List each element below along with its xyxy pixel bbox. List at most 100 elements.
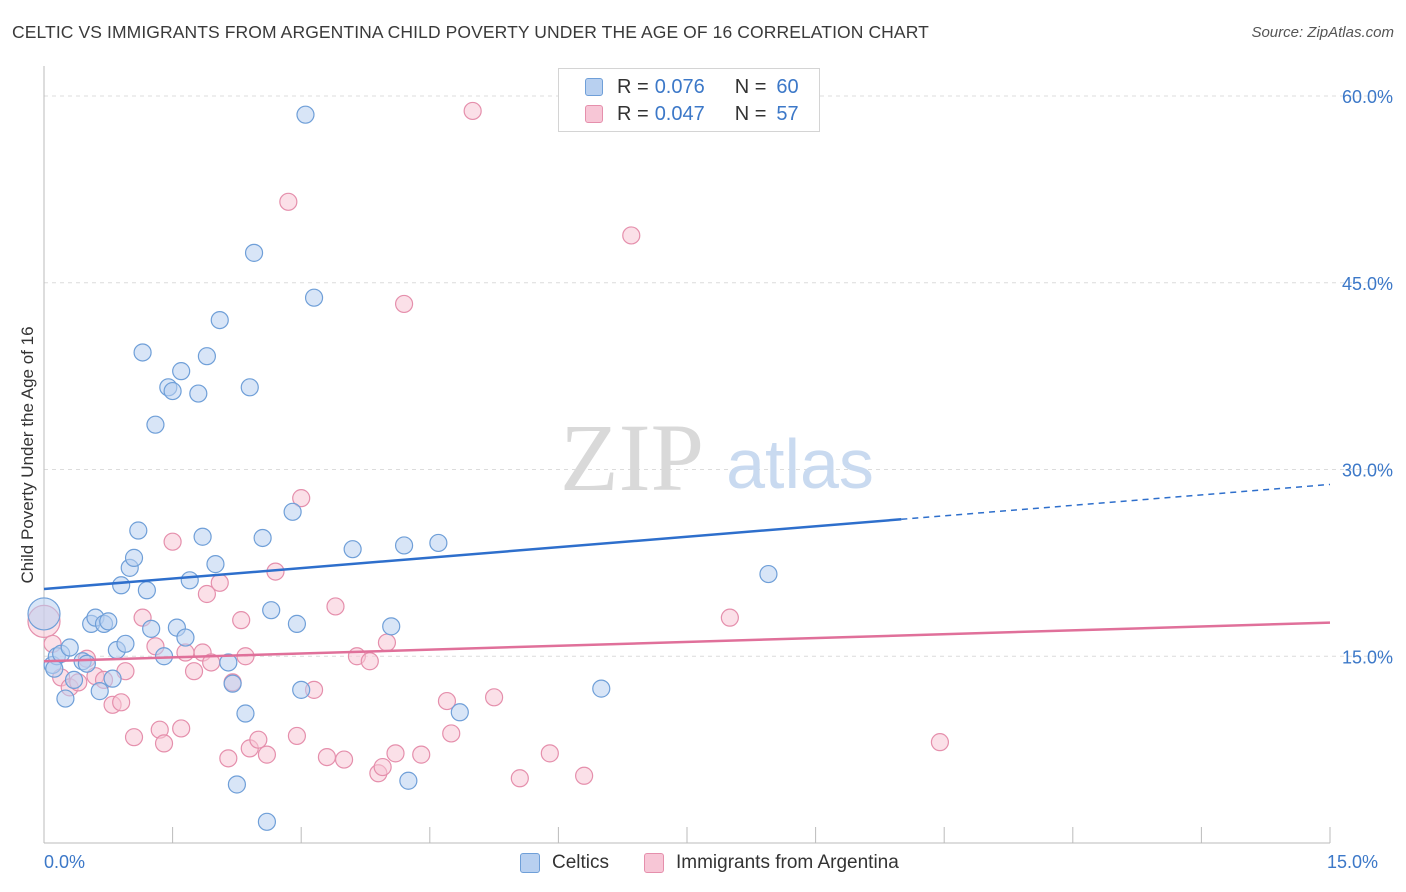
legend-swatch-argentina [585, 105, 603, 123]
celtics-point [343, 540, 362, 559]
celtics-point [137, 581, 156, 600]
celtics-point [759, 564, 778, 584]
argentina-point [442, 724, 461, 743]
celtics-point [592, 679, 611, 698]
celtics-point [236, 704, 255, 723]
celtics-point [124, 548, 144, 567]
argentina-point [210, 573, 229, 592]
y-tick-label: 45.0% [1342, 274, 1393, 294]
celtics-point [429, 533, 448, 553]
argentina-point [360, 652, 379, 671]
series-swatch-celtics [520, 853, 540, 873]
argentina-point [485, 688, 504, 707]
chart-source: Source: ZipAtlas.com [1251, 24, 1394, 41]
celtics-point [77, 654, 96, 673]
celtics-point [133, 343, 152, 362]
celtics-point [240, 378, 259, 397]
trend-layer [43, 483, 1331, 663]
celtics-point [287, 614, 307, 633]
legend-n-value: 60 [776, 75, 799, 98]
celtics-point [99, 612, 118, 631]
celtics-point [176, 628, 195, 647]
argentina-point [232, 611, 251, 630]
celtics-point [244, 243, 264, 262]
celtics-point [296, 105, 315, 124]
argentina-point [317, 747, 337, 767]
argentina-point [172, 719, 191, 738]
argentina-point [622, 226, 641, 245]
celtics-point [180, 571, 199, 590]
series-label-celtics: Celtics [552, 852, 610, 873]
points-layer [27, 101, 950, 831]
celtics-point [56, 689, 75, 708]
argentina-point [112, 693, 131, 712]
watermark: ZIP atlas [560, 404, 874, 511]
axis-layer [43, 66, 1331, 844]
series-swatch-argentina [644, 853, 664, 873]
celtics-point [262, 601, 281, 620]
celtics-point [450, 703, 469, 722]
series-legend: Celtics Immigrants from Argentina [0, 852, 1406, 878]
celtics-point [227, 775, 246, 794]
argentina-point [377, 633, 397, 652]
celtics-point [257, 812, 277, 831]
legend-row-argentina: R = 0.047 N = 57 [585, 102, 799, 126]
argentina-point [184, 662, 204, 681]
series-legend-argentina[interactable]: Immigrants from Argentina [644, 852, 899, 874]
celtics-point [193, 527, 212, 546]
argentina-point [412, 745, 431, 764]
series-legend-celtics[interactable]: Celtics [520, 852, 609, 874]
celtics-point [45, 659, 64, 678]
watermark-zip: ZIP [560, 404, 704, 511]
celtics-point [253, 528, 272, 548]
y-tick-label: 60.0% [1342, 87, 1393, 107]
celtics-point [163, 381, 182, 401]
celtics-point [206, 555, 225, 574]
argentina-point [510, 769, 529, 788]
argentina-point [334, 750, 354, 769]
legend-row-celtics: R = 0.076 N = 60 [585, 75, 799, 99]
watermark-atlas: atlas [726, 425, 874, 503]
celtics-point [142, 619, 161, 638]
argentina-point [394, 294, 414, 314]
argentina-point [163, 532, 182, 551]
series-label-argentina: Immigrants from Argentina [676, 852, 899, 873]
x-tick-label-max: 15.0% [1327, 852, 1379, 872]
argentina-point [437, 691, 457, 711]
legend-n-value: 57 [776, 102, 799, 125]
celtics-point [382, 617, 401, 636]
celtics-point [394, 536, 414, 555]
celtics-point [197, 347, 216, 366]
chart-title: CELTIC VS IMMIGRANTS FROM ARGENTINA CHIL… [12, 22, 929, 42]
celtics-point [112, 576, 131, 595]
argentina-point [124, 728, 144, 747]
y-tick-labels: 15.0% 30.0% 45.0% 60.0% [1342, 87, 1393, 667]
argentina-point [257, 745, 277, 764]
stats-legend: R = 0.076 N = 60 R = 0.047 N = 57 [558, 68, 820, 132]
argentina-point [575, 766, 594, 785]
argentina-trend-line [43, 621, 1331, 663]
celtics-trend-line-extension [901, 483, 1331, 521]
argentina-point [154, 734, 174, 753]
celtics-point [219, 653, 238, 672]
argentina-point [930, 733, 950, 752]
argentina-point [279, 192, 298, 211]
celtics-point [304, 288, 324, 307]
argentina-point [219, 749, 238, 768]
celtics-point [64, 670, 84, 690]
argentina-point [249, 730, 268, 749]
argentina-point [540, 744, 559, 763]
celtics-point [129, 521, 148, 540]
celtics-point [103, 669, 122, 688]
celtics-point [90, 682, 109, 701]
y-tick-label: 30.0% [1342, 461, 1393, 481]
legend-r-label: R = [617, 75, 649, 98]
celtics-point [60, 638, 79, 657]
legend-n-label: N = [734, 75, 767, 98]
x-tick-label-min: 0.0% [44, 852, 86, 872]
y-axis-label: Child Poverty Under the Age of 16 [18, 326, 37, 584]
celtics-point [116, 634, 135, 653]
legend-r-value: 0.076 [654, 75, 705, 98]
celtics-point [292, 680, 311, 699]
